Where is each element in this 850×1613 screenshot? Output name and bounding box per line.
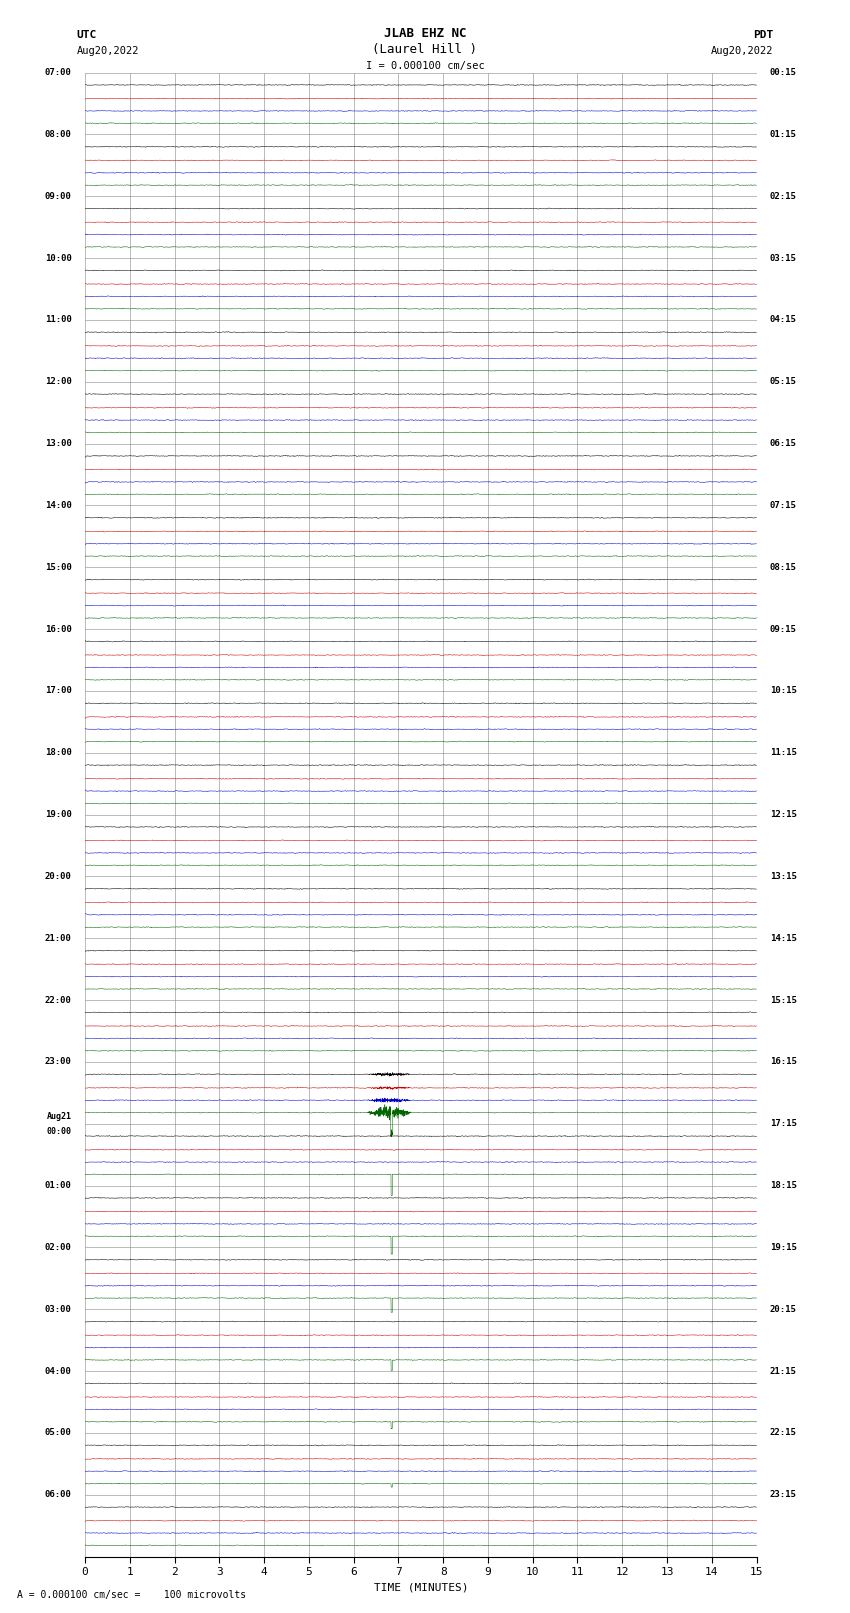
Text: 04:00: 04:00 (45, 1366, 71, 1376)
Text: 22:15: 22:15 (770, 1429, 796, 1437)
Text: 07:15: 07:15 (770, 502, 796, 510)
Text: 06:00: 06:00 (45, 1490, 71, 1498)
Text: 06:15: 06:15 (770, 439, 796, 448)
Text: 22:00: 22:00 (45, 995, 71, 1005)
Text: Aug20,2022: Aug20,2022 (76, 47, 139, 56)
Text: 19:15: 19:15 (770, 1244, 796, 1252)
Text: 01:00: 01:00 (45, 1181, 71, 1190)
Text: 11:00: 11:00 (45, 316, 71, 324)
Text: Aug21: Aug21 (47, 1111, 71, 1121)
Text: 00:00: 00:00 (47, 1127, 71, 1136)
Text: 20:00: 20:00 (45, 873, 71, 881)
Text: UTC: UTC (76, 31, 97, 40)
Text: 14:00: 14:00 (45, 502, 71, 510)
Text: 08:00: 08:00 (45, 131, 71, 139)
Text: 13:00: 13:00 (45, 439, 71, 448)
Text: 05:15: 05:15 (770, 377, 796, 386)
Text: 17:00: 17:00 (45, 687, 71, 695)
Text: A = 0.000100 cm/sec =    100 microvolts: A = 0.000100 cm/sec = 100 microvolts (17, 1590, 246, 1600)
Text: PDT: PDT (753, 31, 774, 40)
Text: 04:15: 04:15 (770, 316, 796, 324)
Text: I = 0.000100 cm/sec: I = 0.000100 cm/sec (366, 61, 484, 71)
X-axis label: TIME (MINUTES): TIME (MINUTES) (373, 1582, 468, 1592)
Text: 21:15: 21:15 (770, 1366, 796, 1376)
Text: 03:15: 03:15 (770, 253, 796, 263)
Text: 23:15: 23:15 (770, 1490, 796, 1498)
Text: 12:00: 12:00 (45, 377, 71, 386)
Text: 16:00: 16:00 (45, 624, 71, 634)
Text: 09:15: 09:15 (770, 624, 796, 634)
Text: 01:15: 01:15 (770, 131, 796, 139)
Text: JLAB EHZ NC: JLAB EHZ NC (383, 27, 467, 40)
Text: 23:00: 23:00 (45, 1058, 71, 1066)
Text: 08:15: 08:15 (770, 563, 796, 571)
Text: 09:00: 09:00 (45, 192, 71, 200)
Text: 16:15: 16:15 (770, 1058, 796, 1066)
Text: 02:00: 02:00 (45, 1244, 71, 1252)
Text: 00:15: 00:15 (770, 68, 796, 77)
Text: 10:00: 10:00 (45, 253, 71, 263)
Text: 02:15: 02:15 (770, 192, 796, 200)
Text: 12:15: 12:15 (770, 810, 796, 819)
Text: Aug20,2022: Aug20,2022 (711, 47, 774, 56)
Text: 03:00: 03:00 (45, 1305, 71, 1313)
Text: 10:15: 10:15 (770, 687, 796, 695)
Text: 17:15: 17:15 (770, 1119, 796, 1127)
Text: 18:15: 18:15 (770, 1181, 796, 1190)
Text: 21:00: 21:00 (45, 934, 71, 942)
Text: (Laurel Hill ): (Laurel Hill ) (372, 44, 478, 56)
Text: 19:00: 19:00 (45, 810, 71, 819)
Text: 14:15: 14:15 (770, 934, 796, 942)
Text: 18:00: 18:00 (45, 748, 71, 756)
Text: 11:15: 11:15 (770, 748, 796, 756)
Text: 15:15: 15:15 (770, 995, 796, 1005)
Text: 07:00: 07:00 (45, 68, 71, 77)
Text: 13:15: 13:15 (770, 873, 796, 881)
Text: 15:00: 15:00 (45, 563, 71, 571)
Text: 20:15: 20:15 (770, 1305, 796, 1313)
Text: 05:00: 05:00 (45, 1429, 71, 1437)
